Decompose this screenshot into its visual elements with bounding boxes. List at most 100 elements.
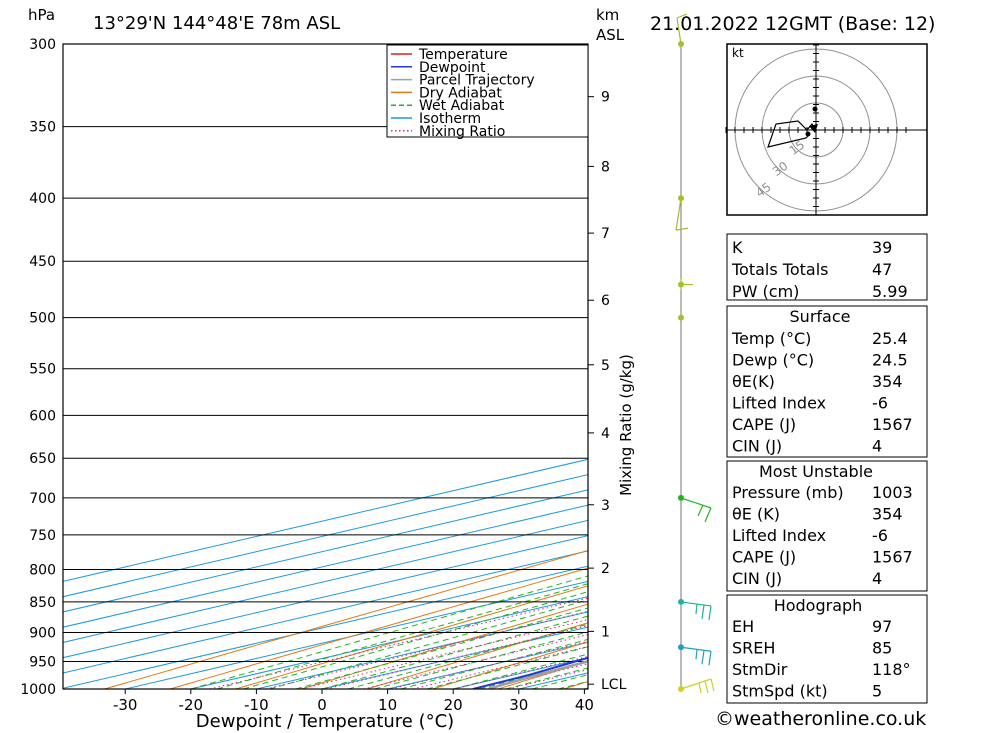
- table-row-value: 354: [872, 505, 903, 524]
- barb-shaft: [680, 646, 712, 652]
- footer-copyright: ©weatheronline.co.uk: [715, 708, 926, 730]
- km-tick-label: 5: [601, 358, 610, 374]
- table-row-value: 1567: [872, 548, 913, 567]
- pressure-tick-label: 300: [29, 37, 56, 53]
- table-row-label: K: [732, 238, 743, 257]
- wind-barb: [680, 601, 712, 621]
- storm-motion-marker: [809, 124, 818, 133]
- wind-barb: [676, 13, 688, 45]
- table-row-label: Lifted Index: [732, 526, 826, 545]
- table-row-label: θE(K): [732, 372, 775, 391]
- dry-adiabat-line: [301, 603, 588, 689]
- table-row-value: 97: [872, 617, 892, 636]
- x-tick-label: 0: [317, 696, 327, 714]
- legend-label: Wet Adiabat: [419, 98, 505, 114]
- pressure-tick-label: 800: [29, 562, 56, 578]
- mixing-ratio-line: [300, 619, 588, 689]
- barb-shaft: [680, 678, 712, 690]
- table-row-value: 5.99: [872, 282, 908, 301]
- km-tick-label: 8: [601, 159, 610, 175]
- table-row-label: Totals Totals: [731, 260, 829, 279]
- mixing-ratio-line: [363, 634, 588, 689]
- table-row-value: 85: [872, 639, 892, 658]
- legend-label: Temperature: [418, 47, 508, 63]
- barb-flag: [695, 603, 698, 614]
- isotherm-line: [63, 504, 588, 628]
- barb-flag: [710, 678, 715, 692]
- x-tick-label: 40: [575, 696, 594, 714]
- km-tick-label: 2: [601, 561, 610, 577]
- pressure-tick-label: 750: [29, 528, 56, 544]
- table-row-label: CIN (J): [732, 569, 782, 588]
- x-tick-label: -10: [244, 696, 269, 714]
- barb-flag: [708, 605, 712, 621]
- table-row-value: 1003: [872, 483, 913, 502]
- wet-adiabat-line: [216, 583, 588, 689]
- table-row-label: StmSpd (kt): [732, 682, 828, 701]
- legend-label: Dry Adiabat: [419, 85, 502, 101]
- table-row-label: CAPE (J): [732, 548, 796, 567]
- legend-box: [386, 44, 589, 138]
- barb-flag: [676, 13, 688, 19]
- most-unstable-box: [726, 460, 928, 592]
- mixing-ratio-axis-title: Mixing Ratio (g/kg): [617, 354, 635, 496]
- table-row-value: 39: [872, 238, 892, 257]
- barb-flag: [675, 227, 689, 231]
- hodograph-unit-label: kt: [732, 46, 744, 60]
- table-row-value: 47: [872, 260, 892, 279]
- barb-flag: [701, 604, 705, 620]
- wind-barb: [680, 497, 712, 523]
- mixing-ratio-line: [265, 610, 588, 689]
- isotherm-line: [63, 535, 588, 659]
- table-row-value: 25.4: [872, 329, 908, 348]
- hodograph-point: [812, 106, 818, 112]
- wet-adiabat-line: [243, 591, 588, 689]
- wind-barb: [680, 678, 715, 694]
- dry-adiabat-line: [235, 585, 588, 689]
- pressure-tick-label: 700: [29, 491, 56, 507]
- location-title: 13°29'N 144°48'E 78m ASL: [93, 13, 340, 34]
- table-row-label: θE (K): [732, 505, 780, 524]
- indices-box: [726, 233, 928, 301]
- table-row-label: CAPE (J): [732, 415, 796, 434]
- table-row-value: 118°: [872, 660, 911, 679]
- datetime-title: 21.01.2022 12GMT (Base: 12): [650, 13, 935, 35]
- barb-shaft: [676, 17, 682, 45]
- barb-flag: [697, 504, 704, 517]
- pressure-tick-label: 1000: [20, 682, 56, 698]
- km-tick-label: LCL: [601, 677, 627, 693]
- barb-flag: [698, 682, 702, 694]
- mixing-ratio-line: [325, 625, 588, 689]
- barb-shaft: [680, 497, 712, 509]
- table-row-label: Lifted Index: [732, 394, 826, 413]
- dry-adiabat-line: [104, 549, 588, 689]
- km-unit-label: km: [596, 6, 619, 24]
- table-row-label: SREH: [732, 639, 775, 658]
- table-row-value: 4: [872, 569, 882, 588]
- table-row-value: 24.5: [872, 351, 908, 370]
- wind-barb-column: [675, 13, 715, 694]
- x-tick-label: 30: [509, 696, 528, 714]
- km-tick-label: 3: [601, 498, 610, 514]
- legend-label: Dewpoint: [419, 60, 486, 76]
- wind-barb: [680, 278, 693, 291]
- table-row-label: Dewp (°C): [732, 351, 814, 370]
- table-row-label: StmDir: [732, 660, 788, 679]
- x-tick-label: 20: [444, 696, 463, 714]
- axes: -30 -20 -10 0 10 20 30 40 9 8 7 6 5 4 3 2 1 LCL: [113, 90, 627, 714]
- hodograph-table-heading: Hodograph: [774, 596, 863, 615]
- wind-barb: [680, 646, 712, 666]
- asl-unit-label: ASL: [596, 26, 625, 44]
- pressure-tick-label: 350: [29, 120, 56, 136]
- barb-flag: [701, 650, 705, 665]
- dry-adiabat-line: [169, 567, 588, 689]
- km-tick-label: 1: [601, 624, 610, 640]
- most-unstable-heading: Most Unstable: [759, 462, 873, 481]
- legend-label: Isotherm: [419, 111, 481, 127]
- table-row-value: -6: [872, 526, 888, 545]
- isotherm-line: [63, 474, 588, 598]
- copyright-text: ©weatheronline.co.uk: [715, 708, 927, 730]
